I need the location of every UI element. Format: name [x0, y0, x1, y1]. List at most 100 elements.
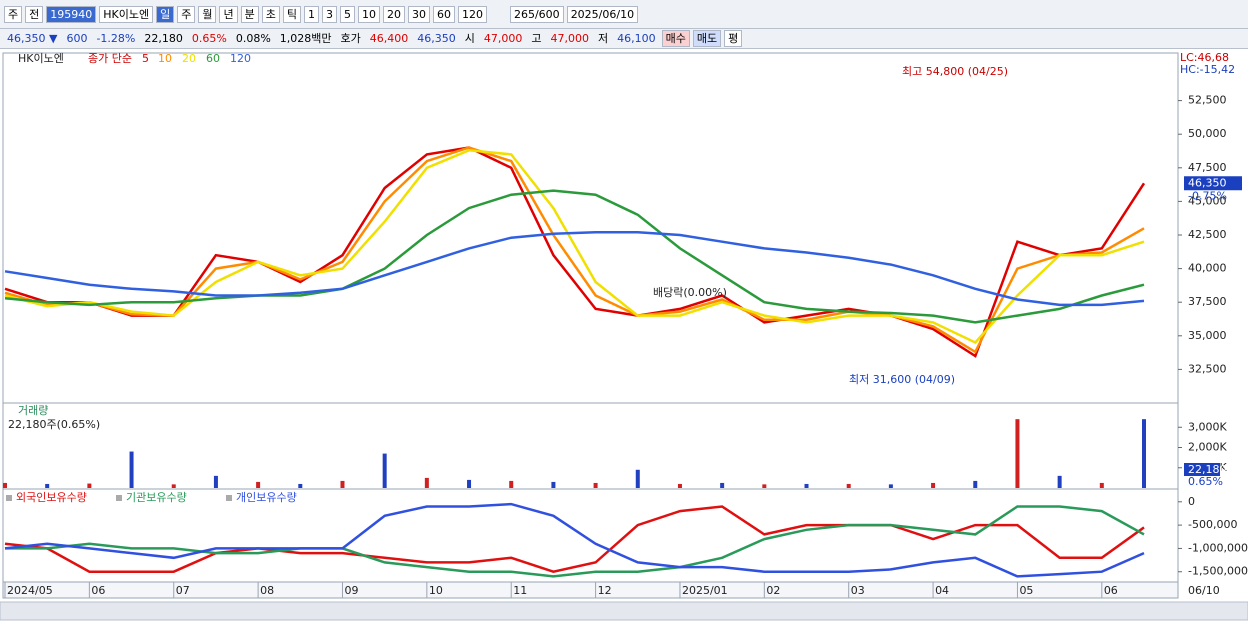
- x-tick-label: 10: [429, 584, 443, 597]
- toolbar-button[interactable]: 년: [219, 5, 238, 23]
- volume-bar: [931, 482, 936, 488]
- y-tick-label: 45,000: [1188, 194, 1227, 207]
- toolbar-button[interactable]: 20: [382, 5, 405, 23]
- toolbar-button[interactable]: 10: [357, 5, 380, 23]
- series-line: [4, 146, 1145, 354]
- volume-bar: [129, 451, 134, 488]
- volume-bar: [467, 479, 472, 488]
- y-tick-label: 2,000K: [1188, 441, 1227, 454]
- volume-bar: [340, 480, 345, 488]
- info-field: 46,100: [617, 32, 656, 45]
- volume-bar: [593, 482, 598, 488]
- y-tick-label: 37,500: [1188, 295, 1227, 308]
- toolbar-button[interactable]: 틱: [282, 5, 301, 23]
- toolbar-button[interactable]: 전: [25, 5, 44, 23]
- volume-bar: [762, 484, 767, 488]
- toolbar-button[interactable]: 주: [4, 5, 23, 23]
- volume-bar: [1142, 419, 1146, 488]
- toolbar-button[interactable]: 195940: [46, 5, 97, 23]
- y-tick-label: -1,000,000: [1188, 541, 1248, 554]
- toolbar-button[interactable]: 120: [457, 5, 487, 23]
- current-volume: 22,180: [1188, 463, 1227, 476]
- toolbar-button[interactable]: 일: [156, 5, 175, 23]
- y-tick-label: -500,000: [1188, 518, 1237, 531]
- info-field: 22,180: [144, 32, 183, 45]
- high-label: 최고 54,800 (04/25): [902, 65, 1008, 78]
- toolbar-button[interactable]: 30: [407, 5, 430, 23]
- y-tick-label: -1,500,000: [1188, 565, 1248, 578]
- info-field: 46,400: [369, 32, 409, 45]
- volume-bar: [213, 475, 218, 488]
- toolbar-button[interactable]: 5: [339, 5, 355, 23]
- current-price-box: [1184, 176, 1242, 191]
- volume-bar: [171, 484, 176, 488]
- toolbar-button[interactable]: 초: [261, 5, 280, 23]
- legend-icon: [226, 495, 232, 501]
- current-price: 46,350: [1188, 176, 1227, 189]
- lc-label: LC:46,68: [1180, 51, 1229, 64]
- pane-frame: [2, 52, 1179, 404]
- current-volume-pct: 0.65%: [1188, 475, 1223, 488]
- info-field: 호가: [340, 32, 361, 45]
- scrollbar: [0, 601, 1248, 621]
- volume-bar: [635, 469, 640, 488]
- x-tick-label: 06: [1104, 584, 1118, 597]
- y-tick-label: 40,000: [1188, 262, 1227, 275]
- info-field: 46,350 ▼: [7, 32, 58, 45]
- x-tick-label: 2025/01: [682, 584, 728, 597]
- info-field: 시: [464, 32, 475, 45]
- y-tick-label: 42,500: [1188, 228, 1227, 241]
- info-field: 47,000: [550, 32, 590, 45]
- legend-entry: 개인보유수량: [236, 491, 297, 504]
- x-tick-label: 08: [260, 584, 274, 597]
- info-field: 47,000: [483, 32, 523, 45]
- volume-bar: [424, 477, 429, 488]
- toolbar-button[interactable]: 1: [303, 5, 319, 23]
- toolbar-button[interactable]: 분: [240, 5, 259, 23]
- info-field: 46,350: [417, 32, 456, 45]
- info-field: 저: [598, 32, 609, 45]
- pane-title: 거래량: [18, 404, 48, 417]
- volume-bar: [1015, 419, 1020, 488]
- y-tick-label: 3,000K: [1188, 420, 1227, 433]
- y-tick-label: 35,000: [1188, 329, 1227, 342]
- order-button[interactable]: 평: [724, 30, 743, 47]
- info-bar: 46,350 ▼ 600 -1.28% 22,180 0.65% 0.08% 1,028백만…: [0, 29, 1248, 49]
- toolbar-button[interactable]: 3: [321, 5, 337, 23]
- series-line: [4, 189, 1145, 324]
- series-line: [4, 149, 1145, 345]
- x-tick-label: 2024/05: [7, 584, 53, 597]
- legend-entry: 5: [142, 52, 149, 65]
- toolbar-button[interactable]: 60: [432, 5, 455, 23]
- info-field: 0.08%: [235, 32, 271, 45]
- pane-subtitle: 22,180주(0.65%): [8, 418, 100, 431]
- y-tick-label: 52,500: [1188, 94, 1227, 107]
- dividend-label: 배당락(0.00%): [653, 286, 727, 299]
- toolbar-button[interactable]: 주: [177, 5, 196, 23]
- low-label: 최저 31,600 (04/09): [849, 373, 955, 386]
- info-field: 600: [66, 32, 88, 45]
- pane-frame: [2, 402, 1179, 490]
- x-axis-band: [2, 581, 1179, 599]
- date-field[interactable]: 2025/06/10: [566, 5, 639, 23]
- volume-bar: [846, 483, 851, 488]
- x-tick-label: 09: [344, 584, 358, 597]
- info-field: -1.28%: [96, 32, 136, 45]
- volume-bar: [720, 482, 725, 488]
- series-line: [4, 231, 1145, 307]
- volume-bar: [509, 480, 514, 488]
- count-field[interactable]: 265/600: [509, 5, 564, 23]
- y-tick-label: 50,000: [1188, 127, 1227, 140]
- volume-bar: [1099, 482, 1104, 488]
- order-button[interactable]: 매도: [692, 30, 722, 47]
- volume-bar: [382, 453, 387, 488]
- volume-bar: [298, 483, 303, 488]
- volume-bar: [256, 481, 261, 488]
- toolbar-button[interactable]: HK이노엔: [99, 5, 154, 23]
- volume-bar: [3, 482, 7, 488]
- order-button[interactable]: 매수: [661, 30, 690, 47]
- x-tick-label: 07: [176, 584, 190, 597]
- y-tick-label: 32,500: [1188, 362, 1227, 375]
- toolbar-button[interactable]: 월: [198, 5, 217, 23]
